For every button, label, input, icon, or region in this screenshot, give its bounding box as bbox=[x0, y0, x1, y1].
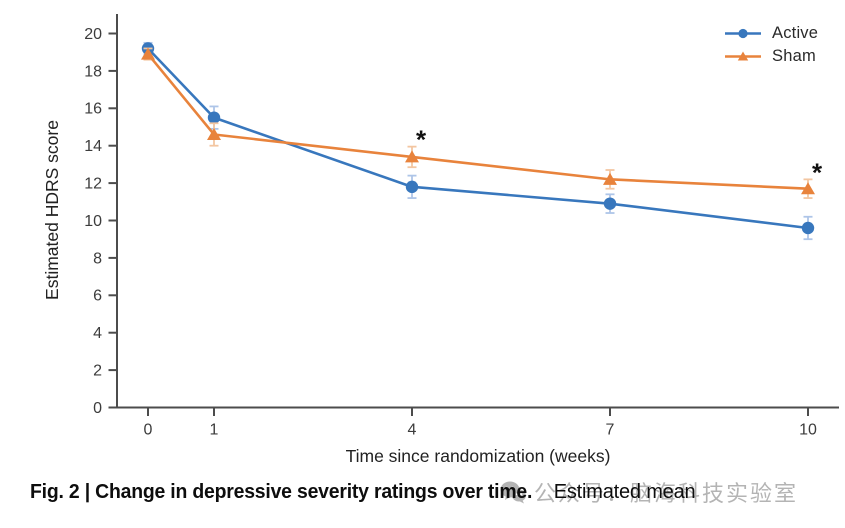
y-tick-label: 18 bbox=[84, 63, 102, 80]
data-point-sham bbox=[207, 127, 221, 140]
legend-item-active: Active bbox=[724, 22, 818, 45]
data-point-active bbox=[603, 197, 617, 210]
y-tick-label: 6 bbox=[93, 288, 102, 305]
y-tick-label: 12 bbox=[84, 176, 102, 193]
legend-item-sham: Sham bbox=[724, 45, 818, 68]
legend-label: Active bbox=[772, 24, 819, 42]
x-tick-label: 0 bbox=[144, 422, 153, 439]
y-axis-title: Estimated HDRS score bbox=[42, 120, 62, 300]
data-point-active bbox=[801, 221, 815, 235]
x-tick-label: 1 bbox=[210, 422, 219, 439]
data-point-active bbox=[405, 180, 419, 194]
wechat-icon bbox=[500, 481, 526, 504]
chart-legend: Active Sham bbox=[724, 22, 818, 68]
data-point-sham bbox=[141, 47, 155, 60]
series-line-sham bbox=[146, 52, 810, 191]
caption-bold-text: Fig. 2 | Change in depressive severity r… bbox=[30, 481, 533, 503]
y-tick-label: 16 bbox=[84, 101, 102, 118]
data-point-sham bbox=[801, 182, 815, 195]
y-tick-label: 4 bbox=[93, 325, 102, 342]
x-tick-label: 4 bbox=[408, 422, 417, 439]
x-tick-label: 7 bbox=[606, 422, 615, 439]
watermark-text: 公众号：脑海科技实验室 bbox=[534, 481, 799, 506]
x-tick-label: 10 bbox=[799, 422, 817, 439]
data-point-active bbox=[207, 111, 221, 124]
y-tick-label: 2 bbox=[93, 363, 102, 380]
data-point-sham bbox=[603, 172, 617, 185]
hdrs-line-chart: Time since randomization (weeks) Estimat… bbox=[42, 14, 839, 466]
y-tick-label: 0 bbox=[93, 400, 102, 417]
legend-marker-circle bbox=[725, 28, 761, 39]
figure-caption: Fig. 2 | Change in depressive severity r… bbox=[30, 481, 830, 504]
legend-label: Sham bbox=[772, 47, 816, 65]
y-tick-label: 14 bbox=[84, 138, 102, 155]
significance-asterisk: * bbox=[416, 125, 427, 155]
watermark: 公众号：脑海科技实验室 bbox=[499, 476, 798, 508]
caption-regular-text: Estimated mean bbox=[553, 481, 696, 503]
x-axis-title: Time since randomization (weeks) bbox=[346, 446, 611, 466]
y-tick-label: 8 bbox=[93, 250, 102, 267]
data-point-sham bbox=[405, 150, 419, 163]
legend-marker-triangle bbox=[725, 51, 761, 61]
y-tick-label: 20 bbox=[84, 26, 102, 43]
y-tick-label: 10 bbox=[84, 213, 102, 230]
significance-asterisk: * bbox=[812, 157, 823, 187]
